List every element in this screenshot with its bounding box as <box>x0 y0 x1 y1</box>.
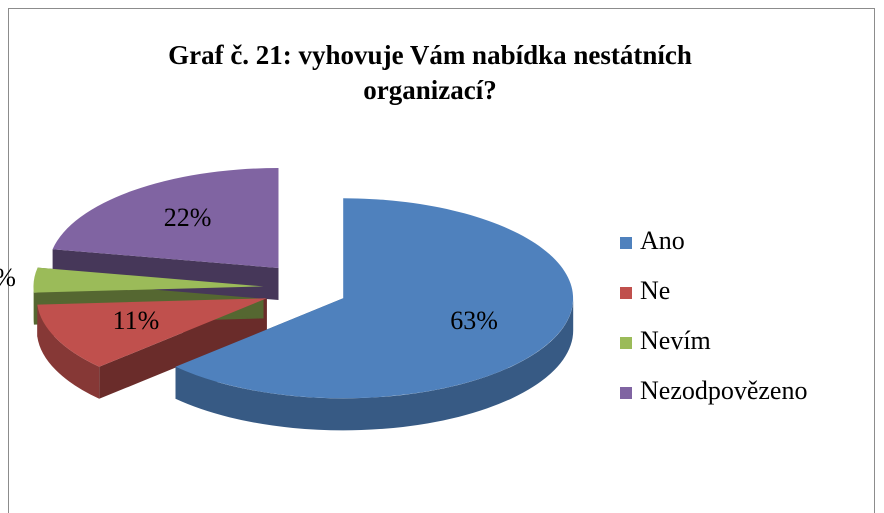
data-label: 22% <box>164 203 212 232</box>
chart-border <box>8 8 875 513</box>
data-label: 4% <box>0 263 16 292</box>
chart-title: Graf č. 21: vyhovuje Vám nabídka nestátn… <box>168 40 692 105</box>
slice <box>52 168 279 268</box>
legend-swatch <box>620 287 632 299</box>
slice <box>175 198 574 399</box>
legend-label: Nevím <box>640 326 711 355</box>
legend-label: Ne <box>640 276 670 305</box>
legend-label: Nezodpovězeno <box>640 376 807 405</box>
legend-swatch <box>620 337 632 349</box>
slice <box>33 267 264 293</box>
slice <box>37 298 267 367</box>
legend-swatch <box>620 387 632 399</box>
legend-label: Ano <box>640 226 685 255</box>
data-label: 11% <box>113 306 160 335</box>
slice-wall <box>37 304 100 399</box>
data-label: 63% <box>450 306 498 335</box>
slice-wall <box>175 298 574 431</box>
legend-swatch <box>620 237 632 249</box>
